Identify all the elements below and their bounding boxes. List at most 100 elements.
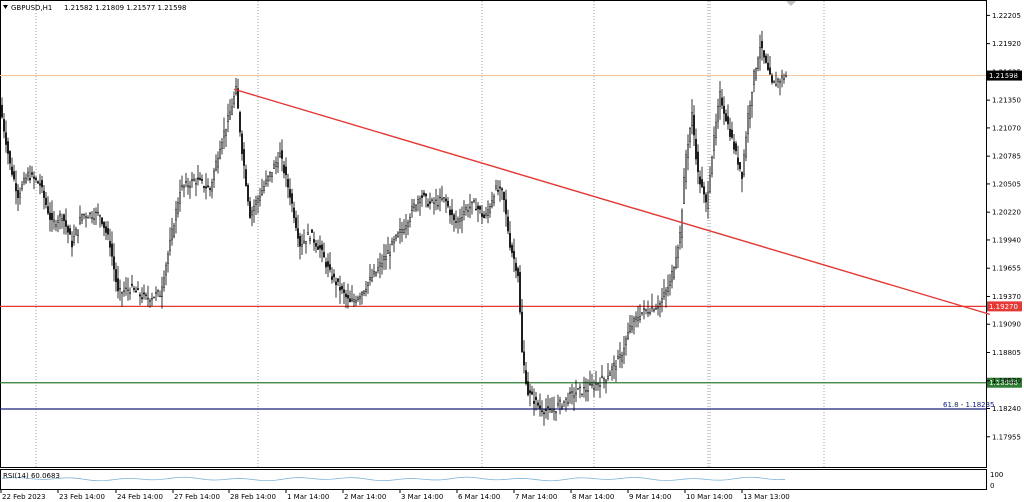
candle-body xyxy=(83,214,85,216)
x-tick-label: 28 Feb 14:00 xyxy=(230,493,276,501)
candle-body xyxy=(643,308,645,310)
candle-body xyxy=(757,58,759,69)
candle-body xyxy=(351,298,353,302)
candle-body xyxy=(59,213,61,217)
candle-body xyxy=(113,256,115,270)
rsi-line xyxy=(1,476,786,482)
candle-body xyxy=(71,240,73,248)
candle-body xyxy=(621,354,623,362)
candle-body xyxy=(421,195,423,198)
candle-body xyxy=(141,297,143,300)
candle-body xyxy=(601,375,603,378)
candle-body xyxy=(231,106,233,115)
candle-body xyxy=(527,381,529,396)
candle-body xyxy=(543,412,545,415)
candle-body xyxy=(653,309,655,312)
y-tick-label: 1.20785 xyxy=(992,153,1021,161)
candle-body xyxy=(1,104,3,118)
candle-body xyxy=(571,391,573,394)
candle-body xyxy=(125,287,127,290)
candle-body xyxy=(253,206,255,211)
candle-body xyxy=(349,298,351,302)
candle-body xyxy=(639,316,641,320)
trendline[interactable] xyxy=(233,88,991,316)
candle-body xyxy=(379,262,381,267)
candle-body xyxy=(229,111,231,120)
candle-body xyxy=(753,70,755,85)
candle-body xyxy=(87,217,89,219)
candle-body xyxy=(189,185,191,188)
candle-body xyxy=(721,97,723,106)
candle-body xyxy=(599,385,601,388)
candle-body xyxy=(591,383,593,386)
candle-body xyxy=(577,388,579,390)
candle-body xyxy=(657,306,659,309)
chart-shift-marker-icon[interactable] xyxy=(786,1,796,6)
candle-body xyxy=(603,378,605,381)
candle-body xyxy=(9,151,11,164)
candle-body xyxy=(255,200,257,205)
candle-body xyxy=(675,257,677,268)
candle-body xyxy=(275,162,277,167)
candle-body xyxy=(293,207,295,219)
candle-body xyxy=(99,215,101,217)
candle-body xyxy=(661,298,663,303)
candle-body xyxy=(677,247,679,258)
y-tick-label: 1.18240 xyxy=(992,405,1021,413)
candle-body xyxy=(389,252,391,257)
candle-body xyxy=(405,225,407,230)
candle-body xyxy=(345,293,347,298)
candle-body xyxy=(245,169,247,186)
candle-body xyxy=(605,379,607,383)
candle-body xyxy=(107,228,109,235)
candle-body xyxy=(645,309,647,311)
candle-body xyxy=(687,143,689,158)
candle-body xyxy=(691,112,693,127)
candle-body xyxy=(95,211,97,214)
candle-body xyxy=(381,263,383,267)
candle-body xyxy=(121,292,123,294)
candle-body xyxy=(377,267,379,272)
candle-body xyxy=(785,75,787,77)
candle-body xyxy=(315,243,317,247)
candle-body xyxy=(417,198,419,204)
x-tick-label: 13 Mar 13:00 xyxy=(743,493,790,501)
candle-body xyxy=(497,189,499,192)
candle-body xyxy=(325,261,327,268)
candle-body xyxy=(259,196,261,201)
candle-body xyxy=(353,299,355,302)
candle-body xyxy=(101,217,103,225)
candle-body xyxy=(337,278,339,282)
candle-body xyxy=(631,326,633,330)
candle-body xyxy=(681,210,683,238)
candle-body xyxy=(615,366,617,370)
x-tick-label: 9 Mar 14:00 xyxy=(629,493,671,501)
candle-body xyxy=(667,287,669,293)
candle-body xyxy=(589,383,591,385)
candle-body xyxy=(475,208,477,211)
candle-body xyxy=(161,286,163,298)
candle-body xyxy=(583,387,585,389)
candle-body xyxy=(439,196,441,199)
candle-body xyxy=(277,162,279,168)
symbol-menu-arrow-icon[interactable] xyxy=(3,5,8,9)
main-pane-frame xyxy=(0,0,987,468)
candle-body xyxy=(425,193,427,197)
candle-body xyxy=(131,283,133,286)
candle-body xyxy=(267,176,269,181)
candle-body xyxy=(561,406,563,409)
y-tick-label: 1.18520 xyxy=(992,377,1021,385)
candle-body xyxy=(623,347,625,355)
candle-body xyxy=(387,250,389,254)
level-price-tag xyxy=(987,301,1022,312)
candle-body xyxy=(203,186,205,188)
candle-body xyxy=(273,164,275,169)
y-tick-label: 1.18805 xyxy=(992,349,1021,357)
candle-body xyxy=(15,183,17,192)
candle-body xyxy=(555,411,557,414)
candle-body xyxy=(541,410,543,412)
price-axis: 1.22205 1.21920 1.21635 1.21350 1.21070 1.207… xyxy=(986,12,1021,441)
candle-body xyxy=(49,212,51,220)
candle-body xyxy=(5,132,7,145)
